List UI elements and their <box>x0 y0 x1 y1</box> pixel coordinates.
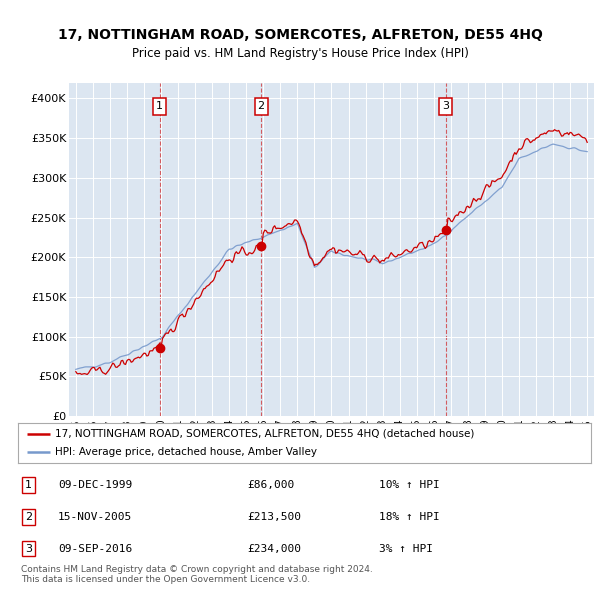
Text: 17, NOTTINGHAM ROAD, SOMERCOTES, ALFRETON, DE55 4HQ (detached house): 17, NOTTINGHAM ROAD, SOMERCOTES, ALFRETO… <box>55 429 475 439</box>
Text: 10% ↑ HPI: 10% ↑ HPI <box>379 480 440 490</box>
Text: HPI: Average price, detached house, Amber Valley: HPI: Average price, detached house, Ambe… <box>55 447 317 457</box>
Text: 2: 2 <box>25 512 32 522</box>
Text: 17, NOTTINGHAM ROAD, SOMERCOTES, ALFRETON, DE55 4HQ: 17, NOTTINGHAM ROAD, SOMERCOTES, ALFRETO… <box>58 28 542 42</box>
Text: 3% ↑ HPI: 3% ↑ HPI <box>379 543 433 553</box>
Text: Contains HM Land Registry data © Crown copyright and database right 2024.
This d: Contains HM Land Registry data © Crown c… <box>21 565 373 584</box>
Text: 18% ↑ HPI: 18% ↑ HPI <box>379 512 440 522</box>
Text: 3: 3 <box>25 543 32 553</box>
Text: 09-SEP-2016: 09-SEP-2016 <box>58 543 133 553</box>
Text: 1: 1 <box>25 480 32 490</box>
Text: 2: 2 <box>257 101 265 112</box>
Text: 3: 3 <box>442 101 449 112</box>
Text: £213,500: £213,500 <box>247 512 301 522</box>
Text: Price paid vs. HM Land Registry's House Price Index (HPI): Price paid vs. HM Land Registry's House … <box>131 47 469 60</box>
Text: 15-NOV-2005: 15-NOV-2005 <box>58 512 133 522</box>
Text: 09-DEC-1999: 09-DEC-1999 <box>58 480 133 490</box>
Text: 1: 1 <box>156 101 163 112</box>
Text: £234,000: £234,000 <box>247 543 301 553</box>
Text: £86,000: £86,000 <box>247 480 295 490</box>
